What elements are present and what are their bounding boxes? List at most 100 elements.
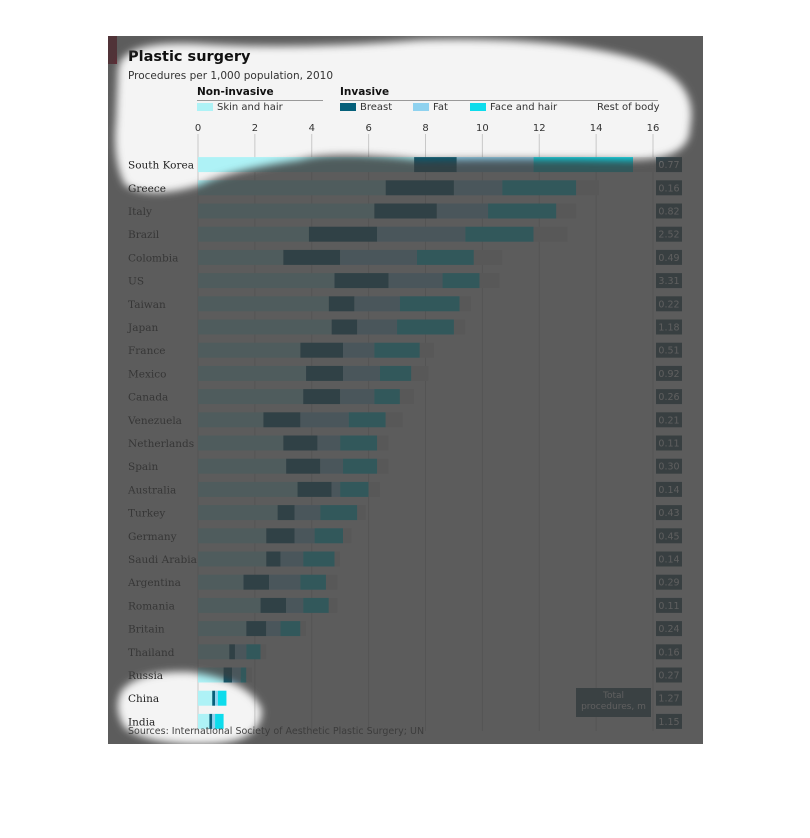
bar-segment <box>343 342 375 358</box>
category-label: Italy <box>128 206 152 218</box>
total-value-label: 0.14 <box>658 485 679 496</box>
bar-segment <box>198 435 284 451</box>
bar-segment <box>377 226 466 242</box>
bar-segment <box>340 249 417 265</box>
bar-segment <box>198 621 247 637</box>
bar-segment <box>198 203 375 219</box>
category-label: Netherlands <box>128 438 194 450</box>
x-tick-label: 16 <box>647 123 660 134</box>
bar-segment <box>556 203 577 219</box>
bar-segment <box>416 249 474 265</box>
bar-segment <box>314 528 344 544</box>
total-value-label: 0.11 <box>658 439 679 450</box>
bar-segment <box>286 458 321 474</box>
bar-segment <box>397 319 454 335</box>
x-tick-label: 12 <box>533 123 546 134</box>
bar-segment <box>286 597 304 613</box>
total-value-label: 0.21 <box>658 415 679 426</box>
bar-segment <box>198 157 415 173</box>
bar-segment <box>399 389 415 405</box>
total-value-label: 0.22 <box>658 299 679 310</box>
bar-segment <box>246 667 253 683</box>
bar-segment <box>633 157 656 173</box>
bar-segment <box>331 319 358 335</box>
bar-segment <box>303 551 335 567</box>
bar-segment <box>294 528 315 544</box>
x-tick-label: 2 <box>252 123 258 134</box>
bar-segment <box>479 273 500 289</box>
bar-segment <box>198 273 335 289</box>
bar-segment <box>357 505 366 521</box>
bar-segment <box>263 412 301 428</box>
bar-chart: 0 2 4 6 8 10 12 14 16 South Korea 0.77 Greece 0.16 It… <box>127 123 682 731</box>
x-tick-label: 0 <box>195 123 201 134</box>
bar-segment <box>473 249 503 265</box>
bar-segment <box>368 481 380 497</box>
bar-segment <box>198 412 264 428</box>
total-value-label: 0.30 <box>658 462 679 473</box>
bar-segment <box>374 203 437 219</box>
bar-segment <box>198 249 284 265</box>
bar-segment <box>280 621 301 637</box>
total-value-label: 1.18 <box>658 323 679 334</box>
total-value-label: 0.49 <box>658 253 679 264</box>
category-label: US <box>128 276 144 288</box>
bar-segment <box>320 505 358 521</box>
bar-segment <box>357 319 398 335</box>
bar-segment <box>343 528 352 544</box>
bar-segment <box>388 273 443 289</box>
x-tick-label: 10 <box>476 123 489 134</box>
bar-segment <box>223 667 233 683</box>
category-label: Greece <box>128 183 166 195</box>
bar-segment <box>266 551 281 567</box>
category-label: Colombia <box>128 252 178 264</box>
bar-segment <box>488 203 557 219</box>
bar-segment <box>283 249 341 265</box>
bar-segment <box>414 157 457 173</box>
bar-segment <box>374 389 400 405</box>
category-label: Russia <box>128 670 163 682</box>
bar-segment <box>340 481 369 497</box>
bar-segment <box>215 690 218 706</box>
total-value-label: 0.92 <box>658 369 679 380</box>
x-tick-label: 8 <box>422 123 428 134</box>
bar-segment <box>348 412 386 428</box>
bar-segment <box>380 365 412 381</box>
bar-segment <box>266 528 295 544</box>
bar-segment <box>320 458 344 474</box>
bar-segment <box>198 551 267 567</box>
category-label: Britain <box>128 624 165 636</box>
bar-segment <box>243 574 270 590</box>
bar-segment <box>308 226 378 242</box>
total-value-label: 0.11 <box>658 601 679 612</box>
bar-segment <box>303 389 341 405</box>
total-value-label: 1.15 <box>658 717 679 728</box>
total-value-label: 0.77 <box>658 160 679 171</box>
bar-segment <box>198 342 301 358</box>
bar-segment <box>334 273 389 289</box>
bar-segment <box>198 319 332 335</box>
bar-segment <box>232 667 241 683</box>
bar-segment <box>456 157 534 173</box>
bar-segment <box>229 644 235 660</box>
bar-segment <box>340 389 375 405</box>
category-label: Mexico <box>128 368 166 380</box>
bar-segment <box>343 458 378 474</box>
total-value-label: 0.24 <box>658 624 679 635</box>
bar-segment <box>260 597 287 613</box>
category-label: Saudi Arabia <box>128 554 197 566</box>
bar-segment <box>280 551 304 567</box>
bar-segment <box>240 667 247 683</box>
bar-segment <box>399 296 460 312</box>
bar-segment <box>343 365 380 381</box>
bar-segment <box>459 296 471 312</box>
bar-segment <box>331 481 341 497</box>
bar-segment <box>234 644 247 660</box>
bar-segment <box>377 458 389 474</box>
bar-segment <box>328 597 338 613</box>
category-label: South Korea <box>128 160 194 172</box>
bar-segment <box>306 365 344 381</box>
bar-segment <box>354 296 400 312</box>
total-value-label: 0.29 <box>658 578 679 589</box>
bar-segment <box>283 435 318 451</box>
